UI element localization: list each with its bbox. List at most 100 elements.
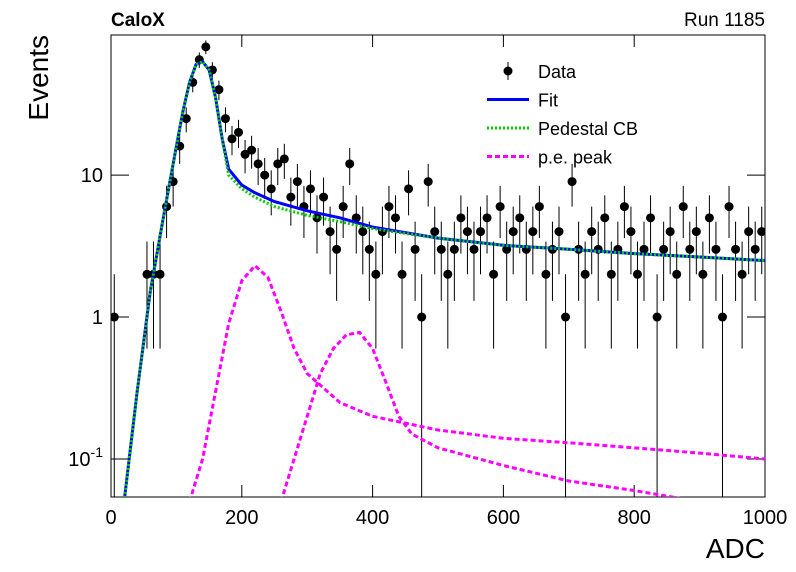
- data-point: [201, 42, 211, 52]
- data-point: [456, 213, 466, 223]
- data-point: [371, 269, 381, 279]
- data-point: [672, 269, 682, 279]
- y-tick-label: 10-1: [68, 444, 103, 471]
- data-point: [554, 227, 564, 237]
- data-point: [410, 244, 420, 254]
- data-point: [580, 269, 590, 279]
- data-point: [534, 202, 544, 212]
- y-tick-label-base: 10: [68, 449, 90, 471]
- data-point: [155, 269, 165, 279]
- data-point: [639, 244, 649, 254]
- data-point: [397, 269, 407, 279]
- x-tick-label: 1000: [743, 507, 788, 529]
- x-tick-label: 200: [225, 507, 258, 529]
- chart-subtitle: Run 1185: [684, 10, 765, 31]
- data-point: [737, 269, 747, 279]
- plot-frame: [110, 34, 766, 498]
- data-point: [646, 213, 656, 223]
- data-point: [227, 134, 237, 144]
- data-point: [423, 177, 433, 187]
- data-point: [704, 213, 714, 223]
- data-point: [286, 192, 296, 202]
- data-point: [678, 202, 688, 212]
- data-point: [325, 227, 335, 237]
- legend-label: Data: [538, 62, 577, 82]
- data-point: [240, 149, 250, 159]
- data-point: [711, 244, 721, 254]
- y-tick-label: 10: [81, 165, 103, 187]
- data-point: [345, 159, 355, 169]
- data-point: [757, 227, 765, 237]
- data-point: [744, 227, 754, 237]
- data-point: [404, 184, 414, 194]
- legend-label: Fit: [538, 91, 558, 111]
- data-point: [698, 269, 708, 279]
- x-tick-label: 800: [618, 507, 651, 529]
- data-point: [652, 312, 662, 322]
- data-point: [390, 213, 400, 223]
- data-point: [253, 159, 263, 169]
- data-point: [181, 114, 191, 124]
- data-point: [528, 227, 538, 237]
- plot-area: [111, 40, 765, 497]
- data-point: [541, 269, 551, 279]
- data-point: [619, 202, 629, 212]
- data-point: [489, 269, 499, 279]
- data-point: [111, 312, 119, 322]
- data-point: [220, 114, 230, 124]
- data-point: [508, 227, 518, 237]
- data-point: [449, 244, 459, 254]
- data-point: [358, 227, 368, 237]
- data-point: [567, 177, 577, 187]
- data-point: [587, 227, 597, 237]
- data-point: [665, 227, 675, 237]
- chart-title: CaloX: [111, 10, 165, 31]
- y-tick-label: 1: [92, 307, 103, 329]
- data-point: [632, 269, 642, 279]
- data-point: [469, 244, 479, 254]
- data-point: [279, 154, 289, 164]
- data-point: [482, 213, 492, 223]
- data-point: [234, 127, 244, 137]
- data-point: [443, 269, 453, 279]
- data-point: [338, 202, 348, 212]
- curve: [123, 59, 765, 497]
- data-point: [364, 244, 374, 254]
- x-tick-label: 0: [105, 507, 116, 529]
- data-point: [476, 227, 486, 237]
- data-point: [260, 170, 270, 180]
- data-point: [561, 312, 571, 322]
- curve: [189, 263, 765, 497]
- x-tick-label: 400: [356, 507, 389, 529]
- data-point: [515, 213, 525, 223]
- data-point: [351, 213, 361, 223]
- data-point: [626, 227, 636, 237]
- data-point: [273, 159, 283, 169]
- data-point: [292, 177, 302, 187]
- data-point: [214, 85, 224, 95]
- data-point: [266, 184, 276, 194]
- data-point: [247, 145, 257, 155]
- data-point: [750, 244, 760, 254]
- data-point: [685, 244, 695, 254]
- data-point: [495, 202, 505, 212]
- y-tick-label-exponent: -1: [91, 444, 104, 460]
- data-point: [691, 227, 701, 237]
- data-point: [659, 244, 669, 254]
- data-point: [717, 312, 727, 322]
- data-point: [305, 184, 315, 194]
- data-point: [384, 202, 394, 212]
- x-axis-label: ADC: [706, 533, 765, 564]
- y-axis-label: Events: [23, 35, 54, 121]
- legend-marker: [503, 66, 513, 76]
- data-point: [462, 227, 472, 237]
- legend-label: p.e. peak: [538, 148, 613, 168]
- data-point: [417, 312, 427, 322]
- data-point: [142, 269, 152, 279]
- data-point: [724, 202, 734, 212]
- data-point: [430, 227, 440, 237]
- data-point: [600, 213, 610, 223]
- x-tick-label: 600: [487, 507, 520, 529]
- data-point: [436, 244, 446, 254]
